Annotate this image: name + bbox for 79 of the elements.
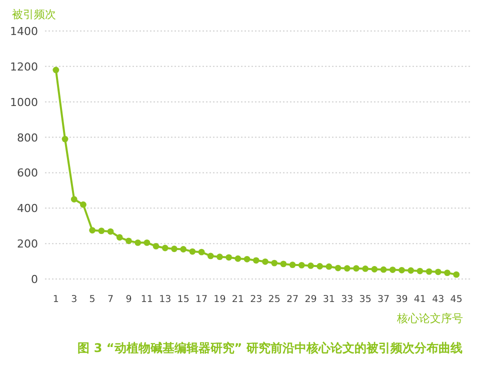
point — [207, 252, 214, 260]
point — [344, 265, 350, 272]
point — [444, 270, 450, 276]
y-tick-label: 1200 — [10, 60, 38, 74]
y-tick-label: 600 — [17, 166, 38, 180]
x-tick-label: 39 — [396, 294, 408, 305]
point — [216, 254, 223, 260]
point — [152, 243, 160, 250]
point — [62, 136, 68, 142]
point — [98, 228, 105, 234]
y-axis-title: 被引频次 — [12, 8, 56, 21]
point — [189, 248, 196, 255]
point — [389, 266, 396, 273]
point — [426, 268, 432, 275]
y-tick-label: 800 — [17, 131, 38, 144]
x-tick-label: 25 — [268, 294, 280, 305]
x-tick-label: 19 — [214, 294, 226, 305]
x-tick-label: 27 — [286, 294, 299, 305]
point — [162, 244, 168, 252]
point — [280, 260, 287, 268]
x-tick-label: 15 — [177, 294, 190, 305]
point — [326, 263, 332, 270]
point — [334, 264, 342, 272]
y-tick-label: 400 — [17, 202, 38, 216]
point — [80, 201, 86, 208]
x-tick-label: 17 — [195, 294, 208, 305]
x-axis-title: 核心论文序号 — [396, 312, 463, 325]
point — [416, 268, 424, 274]
point — [107, 228, 114, 235]
point — [289, 262, 296, 268]
point — [116, 234, 123, 241]
point — [262, 258, 268, 265]
point — [171, 246, 178, 252]
x-tick-label: 37 — [377, 294, 390, 305]
x-tick-label: 13 — [159, 294, 172, 305]
point — [89, 227, 96, 234]
point — [408, 267, 414, 274]
point — [144, 239, 150, 246]
x-tick-label: 45 — [450, 294, 462, 305]
point — [362, 266, 369, 272]
point — [453, 271, 460, 278]
point — [434, 268, 442, 276]
point — [198, 248, 205, 256]
x-tick-label: 33 — [341, 294, 354, 305]
x-tick-label: 3 — [71, 294, 78, 305]
x-tick-label: 7 — [108, 294, 114, 305]
point — [271, 260, 278, 266]
point — [244, 256, 250, 262]
point — [298, 262, 305, 268]
x-tick-label: 1 — [52, 294, 59, 305]
point — [353, 265, 360, 272]
point — [252, 257, 260, 264]
y-tick-label: 1400 — [10, 25, 38, 38]
x-tick-label: 21 — [232, 294, 244, 305]
point — [308, 262, 314, 269]
point — [380, 266, 387, 273]
x-tick-label: 31 — [322, 294, 335, 305]
point — [234, 255, 242, 262]
point — [316, 263, 324, 270]
x-tick-label: 41 — [414, 294, 426, 305]
point — [52, 66, 60, 74]
point — [126, 238, 132, 244]
x-tick-label: 43 — [432, 294, 444, 305]
point — [180, 246, 187, 252]
y-tick-label: 1000 — [10, 96, 38, 109]
point — [134, 239, 142, 246]
x-tick-label: 23 — [250, 294, 262, 305]
point — [226, 254, 232, 261]
y-tick-label: 0 — [31, 273, 38, 286]
x-tick-label: 29 — [304, 294, 317, 305]
x-tick-label: 11 — [140, 294, 153, 305]
x-tick-label: 5 — [89, 294, 96, 305]
x-tick-label: 35 — [359, 294, 372, 305]
text: 图 3 “动植物碱基编辑器研究” 研究前沿中核心论文的被引频次分布曲线 — [78, 341, 462, 355]
x-tick-label: 9 — [126, 294, 132, 305]
point — [70, 196, 78, 202]
point — [398, 266, 405, 274]
point — [371, 266, 378, 272]
y-tick-label: 200 — [17, 238, 38, 251]
